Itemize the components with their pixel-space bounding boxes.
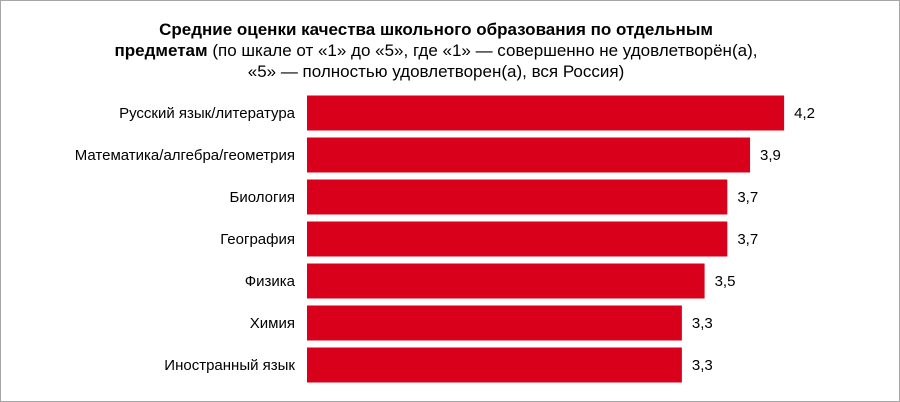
bar	[307, 95, 785, 131]
bar	[307, 137, 751, 173]
value-label: 3,5	[715, 273, 736, 290]
value-label: 3,9	[760, 147, 781, 164]
chart-subtitle: (по шкале от «1» до «5», где «1» — совер…	[212, 41, 758, 81]
chart-title-block: Средние оценки качества школьного образо…	[111, 19, 761, 82]
bar	[307, 305, 682, 341]
value-label: 3,3	[692, 357, 713, 374]
bar	[307, 221, 728, 257]
bar	[307, 347, 682, 383]
category-label: Биология	[230, 189, 295, 206]
value-label: 3,7	[737, 189, 758, 206]
value-label: 3,3	[692, 315, 713, 332]
category-label: Математика/алгебра/геометрия	[75, 147, 295, 164]
bar	[307, 179, 728, 215]
value-label: 3,7	[737, 231, 758, 248]
category-label: География	[220, 231, 295, 248]
bar	[307, 263, 705, 299]
category-label: Иностранный язык	[164, 357, 295, 374]
category-label: Химия	[250, 315, 295, 332]
category-label: Физика	[245, 273, 296, 290]
value-label: 4,2	[794, 105, 815, 122]
chart-title: Средние оценки качества школьного образо…	[114, 20, 713, 60]
category-label: Русский язык/литература	[119, 105, 296, 122]
